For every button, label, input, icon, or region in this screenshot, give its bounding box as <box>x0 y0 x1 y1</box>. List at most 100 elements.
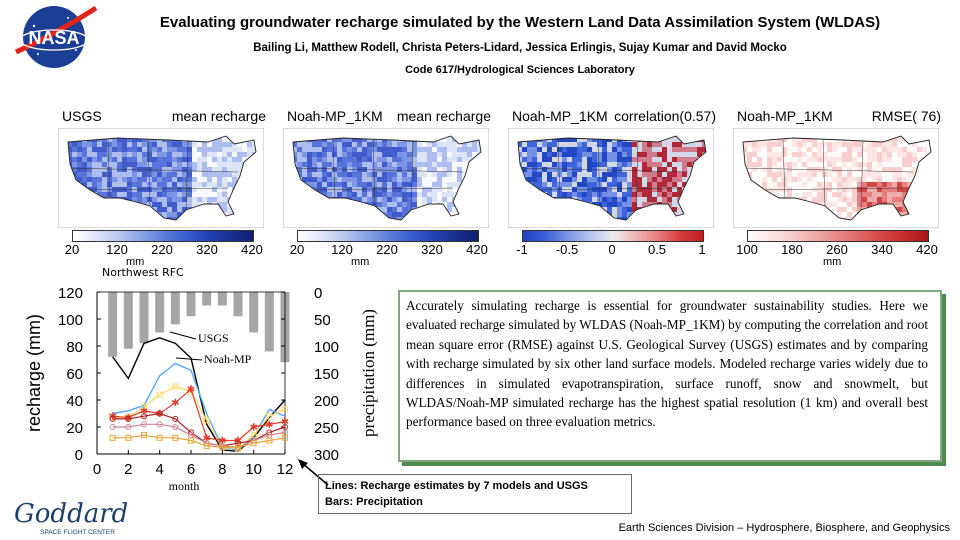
series-marker <box>141 421 147 428</box>
series-marker <box>282 406 288 413</box>
colorbar-tick: 120 <box>106 242 128 257</box>
map-title: Noah-MP_1KM RMSE( 76) <box>727 108 945 124</box>
series-line <box>112 434 286 448</box>
colorbar-tick: 1 <box>698 242 706 257</box>
annotation-noahmp: Noah-MP <box>204 352 252 366</box>
y-tick-label: 120 <box>58 285 83 302</box>
summary-text: Accurately simulating recharge is essent… <box>406 298 928 430</box>
series-marker <box>235 440 241 447</box>
series-marker <box>266 413 273 420</box>
colorbar-tick: 100 <box>736 242 758 257</box>
colorbar-tick: 420 <box>241 242 263 257</box>
y2-tick-label: 200 <box>314 393 339 410</box>
map-title-left: Noah-MP_1KM <box>512 108 608 124</box>
precip-bar <box>217 292 227 306</box>
colorbar-tick: 120 <box>331 242 353 257</box>
series-marker <box>109 415 116 422</box>
map-title: Noah-MP_1KM correlation(0.57) <box>502 108 720 124</box>
series-marker: ✱ <box>187 385 195 396</box>
goddard-logo-text: Goddard <box>14 499 128 529</box>
precip-bar <box>186 292 196 317</box>
series-line <box>112 388 286 442</box>
series-marker <box>125 415 132 422</box>
series-marker: ✱ <box>171 398 179 409</box>
series-marker <box>250 440 257 447</box>
precip-bar <box>155 292 165 333</box>
series-line <box>112 337 286 453</box>
precip-bar <box>123 292 133 349</box>
y2-tick-label: 150 <box>314 366 339 383</box>
series-marker: ✱ <box>202 433 210 444</box>
colorbar-tick: -1 <box>516 242 528 257</box>
colorbar-unit: mm <box>823 256 842 268</box>
series-marker <box>109 424 116 430</box>
series-marker <box>156 410 163 417</box>
y-tick-label: 100 <box>58 312 83 329</box>
us-map-image <box>283 128 489 228</box>
series-marker <box>156 421 163 428</box>
colorbar-tick: 220 <box>151 242 173 257</box>
annotation-pointer <box>169 331 197 340</box>
us-map-image <box>733 128 939 228</box>
x-axis-label: month <box>169 479 200 493</box>
colorbar-tick: 0.5 <box>647 242 667 257</box>
y2-tick-label: 0 <box>314 285 322 302</box>
map-title-left: Noah-MP_1KM <box>287 108 383 124</box>
colorbar-tick: 420 <box>466 242 488 257</box>
y-tick-label: 20 <box>66 420 83 437</box>
series-marker <box>172 424 179 430</box>
legend-callout: Lines: Recharge estimates by 7 models an… <box>318 474 632 514</box>
series-marker <box>188 437 194 444</box>
precip-bar <box>170 292 180 325</box>
colorbar-tick: 180 <box>781 242 803 257</box>
series-marker: ✱ <box>155 409 163 420</box>
summary-box: Accurately simulating recharge is essent… <box>398 290 942 462</box>
colorbar-tick: 260 <box>826 242 848 257</box>
map-title-right: correlation(0.57) <box>614 108 716 124</box>
annotation-usgs: USGS <box>198 331 229 345</box>
map-title: Noah-MP_1KM mean recharge <box>277 108 495 124</box>
colorbar-tick: 20 <box>289 242 305 257</box>
goddard-logo: Goddard SPACE FLIGHT CENTER <box>14 499 128 536</box>
nasa-logo-text: NASA <box>28 28 79 48</box>
series-marker: ✱ <box>234 436 242 447</box>
colorbar-unit: mm <box>351 256 370 268</box>
x-tick-label: 8 <box>218 461 226 478</box>
colorbar-tick: 420 <box>916 242 938 257</box>
y-axis-label: recharge (mm) <box>24 314 44 432</box>
x-tick-label: 4 <box>155 461 163 478</box>
colorbar-tick: -0.5 <box>555 242 579 257</box>
series-marker: ✱ <box>218 436 226 447</box>
series-marker <box>266 437 273 444</box>
series-marker <box>156 434 163 441</box>
chart-title: Northwest RFC <box>102 266 184 279</box>
colorbar <box>522 230 704 242</box>
callout-lines: Lines: Recharge estimates by 7 models an… <box>325 480 588 492</box>
colorbar <box>747 230 929 242</box>
x-tick-label: 0 <box>93 461 101 478</box>
y-tick-label: 60 <box>66 366 83 383</box>
page-title: Evaluating groundwater recharge simulate… <box>159 14 881 31</box>
y2-tick-label: 250 <box>314 420 339 437</box>
precip-bar <box>233 292 243 317</box>
series-marker <box>141 413 147 420</box>
x-tick-label: 10 <box>245 461 262 478</box>
series-marker: ✱ <box>281 417 289 428</box>
map-title-right: mean recharge <box>171 108 266 124</box>
colorbar-tick: 320 <box>421 242 443 257</box>
x-tick-label: 2 <box>124 461 132 478</box>
authors-line: Bailing Li, Matthew Rodell, Christa Pete… <box>253 42 787 54</box>
goddard-logo-sub: SPACE FLIGHT CENTER <box>40 529 115 536</box>
colorbar-tick: 0 <box>608 242 616 257</box>
colorbar-tick: 220 <box>376 242 398 257</box>
map-title-right: mean recharge <box>396 108 491 124</box>
series-marker: ✱ <box>108 412 116 423</box>
series-marker <box>141 403 147 410</box>
colorbar-tick: 20 <box>64 242 80 257</box>
map-title-right: RMSE( 76) <box>871 108 941 124</box>
precip-bar <box>249 292 259 333</box>
series-marker: ✱ <box>249 423 257 434</box>
y-tick-label: 0 <box>75 447 83 464</box>
series-marker <box>203 442 210 449</box>
